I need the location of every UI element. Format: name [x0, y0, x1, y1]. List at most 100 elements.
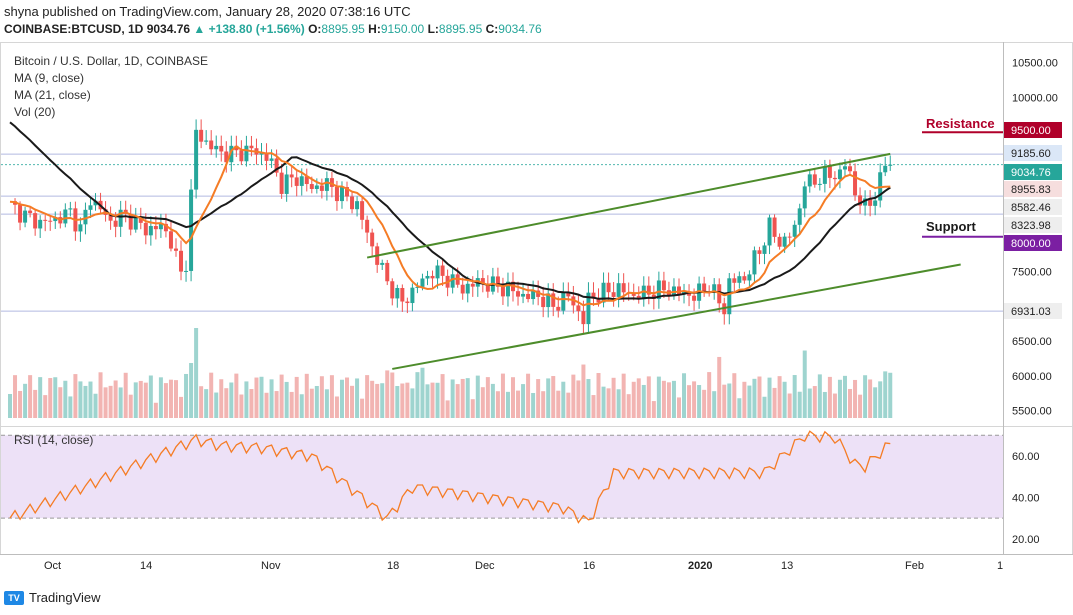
candle-body — [299, 176, 304, 186]
candle-body — [334, 186, 339, 202]
volume-bar — [651, 401, 656, 418]
candle-body — [692, 295, 697, 301]
candle-body — [38, 219, 43, 229]
ma9-line — [9, 145, 891, 307]
volume-bar — [163, 383, 168, 418]
volume-bar — [480, 387, 485, 418]
volume-bar — [526, 373, 531, 418]
volume-bar — [274, 391, 279, 418]
volume-bar — [133, 382, 138, 418]
candle-body — [802, 186, 807, 209]
price-label-text: 9034.76 — [1011, 167, 1051, 179]
candle-body — [521, 293, 526, 297]
candle-body — [712, 284, 717, 293]
volume-bar — [339, 379, 344, 418]
volume-bar — [199, 386, 204, 418]
volume-bar — [234, 373, 239, 418]
candle-body — [33, 213, 38, 229]
volume-bar — [505, 391, 510, 418]
candle-body — [138, 217, 143, 223]
volume-bar — [812, 386, 817, 418]
volume-bar — [676, 397, 681, 418]
volume-bar — [631, 381, 636, 418]
candle-body — [239, 150, 244, 162]
ohlc-line: COINBASE:BTCUSD, 1D 9034.76 ▲ +138.80 (+… — [4, 22, 542, 36]
candle-body — [93, 200, 98, 206]
candle-body — [425, 275, 430, 279]
candle-body — [229, 145, 234, 163]
volume-bar — [878, 381, 883, 418]
candle-body — [380, 262, 385, 265]
time-tick-label: 1 — [997, 560, 1003, 572]
volume-bar — [410, 388, 415, 418]
price-label-box — [1004, 303, 1062, 319]
volume-bar — [370, 380, 375, 418]
candle-body — [189, 189, 194, 271]
candle-body — [531, 290, 536, 300]
volume-bar — [586, 379, 591, 418]
price-label-box — [1004, 145, 1062, 161]
candle-body — [460, 284, 465, 294]
candle-body — [505, 281, 510, 297]
volume-bar — [656, 376, 661, 418]
candle-body — [807, 174, 812, 187]
volume-bar — [692, 381, 697, 418]
volume-bar — [355, 378, 360, 418]
rsi-tick-label: 40.00 — [1012, 492, 1040, 504]
volume-bar — [717, 356, 722, 418]
candle-body — [858, 195, 863, 206]
volume-bar — [23, 383, 28, 418]
candle-body — [269, 158, 274, 161]
candle-body — [450, 274, 455, 288]
volume-bar — [883, 371, 888, 418]
volume-bar — [214, 392, 219, 418]
volume-bar — [118, 387, 123, 418]
volume-bar — [173, 380, 178, 418]
candle-body — [214, 145, 219, 150]
volume-bar — [787, 393, 792, 418]
candle-body — [848, 166, 853, 172]
volume-bar — [143, 382, 148, 418]
volume-bar — [687, 385, 692, 418]
volume-bar — [440, 374, 445, 418]
volume-bar — [450, 379, 455, 418]
volume-bar — [591, 395, 596, 418]
support-label: Support — [926, 219, 976, 234]
symbol: COINBASE:BTCUSD, 1D — [4, 22, 144, 36]
volume-bar — [732, 373, 737, 418]
volume-bar — [219, 379, 224, 418]
candle-body — [339, 187, 344, 202]
volume-bar — [626, 394, 631, 418]
rsi-line — [9, 430, 891, 524]
volume-bar — [329, 375, 334, 418]
publish-line: shyna published on TradingView.com, Janu… — [4, 4, 411, 19]
volume-bar — [128, 394, 133, 418]
price-tick-label: 6000.00 — [1012, 371, 1052, 383]
volume-bar — [682, 373, 687, 418]
candle-body — [360, 201, 365, 220]
volume-bar — [78, 381, 83, 418]
price-label-box — [1004, 217, 1062, 233]
candle-body — [782, 236, 787, 247]
volume-bar — [204, 389, 209, 418]
volume-bar — [636, 378, 641, 418]
tradingview-brand[interactable]: TV TradingView — [4, 590, 101, 605]
candle-body — [656, 280, 661, 299]
volume-bar — [782, 381, 787, 418]
candle-body — [304, 176, 309, 185]
volume-bar — [365, 375, 370, 418]
volume-bar — [521, 384, 526, 418]
time-tick-label: 2020 — [688, 560, 712, 572]
candle-body — [53, 217, 58, 222]
volume-bar — [350, 385, 355, 418]
volume-bar — [777, 376, 782, 418]
candle-body — [345, 187, 350, 197]
candle-body — [863, 198, 868, 206]
volume-bar — [873, 387, 878, 418]
candle-body — [817, 183, 822, 185]
candle-body — [556, 306, 561, 311]
candle-body — [832, 177, 837, 180]
volume-bar — [460, 378, 465, 418]
candle-body — [390, 281, 395, 299]
